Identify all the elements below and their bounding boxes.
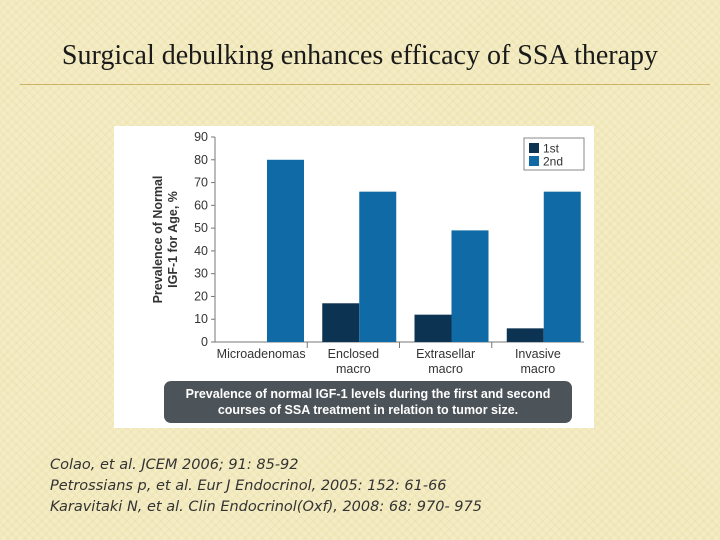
- legend-label-1st: 1st: [543, 142, 560, 156]
- legend-swatch-1st: [529, 143, 539, 153]
- x-tick-label-line-2: macro: [336, 362, 371, 376]
- title-divider: [20, 84, 710, 85]
- reference-3: Karavitaki N, et al. Clin Endocrinol(Oxf…: [50, 499, 482, 515]
- bar-1st-2: [322, 303, 360, 342]
- x-tick-label: Extrasellar: [416, 347, 475, 361]
- y-axis-label-line-2: IGF-1 for Age, %: [166, 191, 180, 288]
- x-tick-label: Invasive: [515, 347, 561, 361]
- y-tick-label: 30: [194, 267, 208, 281]
- x-tick-label: Enclosed: [328, 347, 379, 361]
- references: Colao, et al. JCEM 2006; 91: 85-92 Petro…: [50, 455, 482, 518]
- x-tick-label: Microadenomas: [217, 347, 306, 361]
- y-tick-label: 80: [194, 153, 208, 167]
- y-tick-label: 10: [194, 312, 208, 326]
- y-tick-label: 20: [194, 289, 208, 303]
- y-axis-label-line-1: Prevalence of Normal: [151, 176, 165, 304]
- y-tick-label: 0: [201, 335, 208, 349]
- y-tick-label: 70: [194, 176, 208, 190]
- legend-swatch-2nd: [529, 156, 539, 166]
- slide-title: Surgical debulking enhances efficacy of …: [61, 40, 659, 71]
- chart-figure: 0 10 20 30 40 50 60 70 80 90 Prevalence of Normal I…: [114, 126, 594, 428]
- y-tick-label: 50: [194, 221, 208, 235]
- y-tick-label: 60: [194, 198, 208, 212]
- y-tick-label: 40: [194, 244, 208, 258]
- x-tick-label-line-2: macro: [521, 362, 556, 376]
- caption-line-1: Prevalence of normal IGF-1 levels during…: [185, 387, 551, 401]
- bar-2nd-2: [359, 191, 397, 342]
- bar-1st-3: [414, 314, 452, 342]
- bar-2nd-4: [543, 191, 581, 342]
- chart-caption: Prevalence of normal IGF-1 levels during…: [164, 381, 572, 423]
- legend-label-2nd: 2nd: [543, 155, 563, 169]
- x-tick-label-line-2: macro: [428, 362, 463, 376]
- caption-line-2: courses of SSA treatment in relation to …: [217, 403, 519, 417]
- reference-2: Petrossians p, et al. Eur J Endocrinol, …: [50, 478, 447, 494]
- bar-2nd-1: [267, 159, 304, 342]
- reference-1: Colao, et al. JCEM 2006; 91: 85-92: [50, 457, 299, 473]
- y-tick-label: 90: [194, 130, 208, 144]
- bar-1st-4: [506, 328, 544, 342]
- bar-2nd-3: [451, 230, 489, 342]
